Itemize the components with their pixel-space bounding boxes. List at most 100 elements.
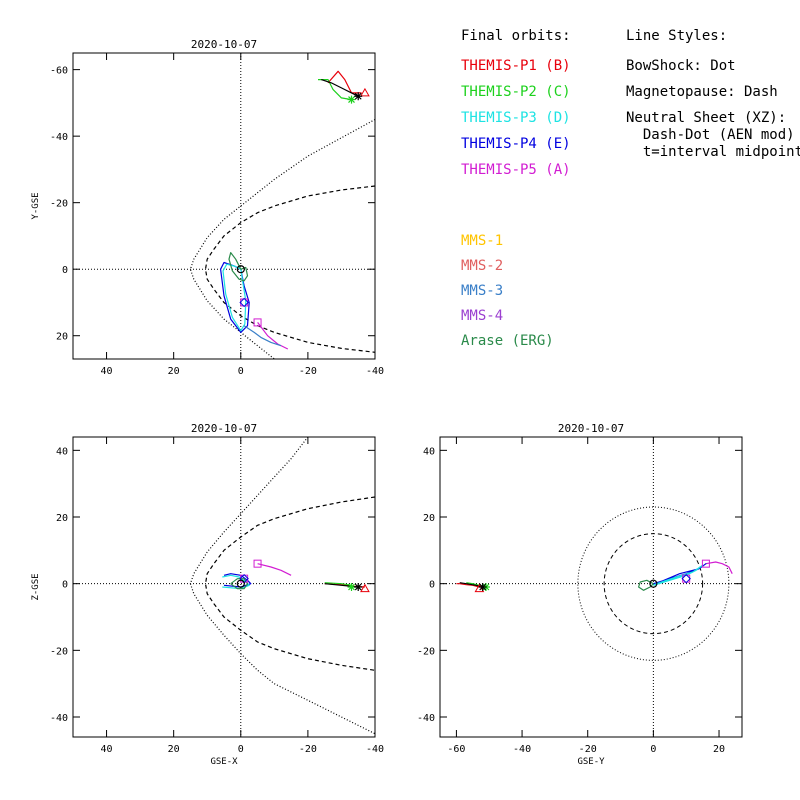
x-tick-label: -20: [299, 366, 317, 377]
chart-title: 2020-10-07: [191, 422, 257, 435]
bowshock-curve: [189, 437, 375, 735]
plot-body: [189, 437, 375, 735]
plot-frame: [72, 52, 376, 360]
orbit-track: [257, 322, 289, 350]
y-tick-label: 20: [56, 513, 68, 524]
orbit-track: [324, 582, 352, 586]
y-tick-label: -60: [50, 66, 68, 77]
orbit-end-square-marker: [253, 318, 262, 327]
orbit-end-star-marker: [347, 95, 356, 104]
x-tick-label: 0: [238, 744, 244, 755]
x-tick-label: -20: [299, 744, 317, 755]
x-tick-label: 0: [238, 366, 244, 377]
x-axis-label: GSE-Y: [577, 757, 605, 767]
legend-style-bowshock: BowShock: Dot: [626, 58, 736, 74]
orbit-end-star-marker: [347, 583, 356, 591]
chart-title: 2020-10-07: [191, 38, 257, 51]
x-axis-label: GSE-X: [210, 757, 238, 767]
y-tick-label: 20: [423, 513, 435, 524]
x-tick-label: 20: [713, 744, 725, 755]
legend-themis-p5: THEMIS-P5 (A): [461, 162, 571, 178]
styles-heading: Line Styles:: [626, 28, 727, 44]
orbit-track: [459, 582, 483, 588]
orbit-track: [637, 579, 654, 591]
plot-body: [189, 70, 375, 359]
legend-mms-3: MMS-3: [461, 283, 503, 299]
legend-mms-1: MMS-1: [461, 233, 503, 249]
orbit-end-diamond-marker: [239, 297, 249, 308]
x-tick-label: 40: [101, 744, 113, 755]
plot-frame: [72, 436, 376, 738]
orbit-track: [456, 583, 480, 588]
orbit-track: [228, 252, 249, 282]
y-axis-label: Y-GSE: [31, 192, 41, 219]
legend: Final orbits: Line Styles: THEMIS-P1 (B)…: [461, 28, 800, 349]
yz-orbit-panel: -60 -40 -20 0 20 -40 -20 0 20 40 2020-10-07 GSE-Y: [417, 422, 743, 767]
orbit-end-square-marker: [253, 559, 262, 568]
x-tick-label: -40: [366, 366, 384, 377]
orbit-track: [705, 561, 733, 574]
x-tick-label: -40: [366, 744, 384, 755]
magnetopause-curve: [603, 533, 704, 635]
orbit-end-triangle-marker: [360, 583, 370, 593]
x-tick-label: -20: [579, 744, 597, 755]
orbit-end-diamond-marker: [681, 573, 691, 584]
y-tick-label: 0: [62, 580, 68, 591]
y-axis-label: Z-GSE: [31, 573, 41, 600]
x-tick-label: 0: [650, 744, 656, 755]
orbits-heading: Final orbits:: [461, 28, 571, 44]
orbit-track: [243, 325, 282, 347]
earth-circle-marker: [236, 265, 245, 274]
y-tick-label: 0: [62, 265, 68, 276]
y-tick-label: 20: [56, 332, 68, 343]
orbit-end-triangle-marker: [360, 87, 370, 97]
bowshock-curve: [189, 118, 375, 359]
y-tick-label: 40: [423, 446, 435, 457]
x-tick-label: -40: [513, 744, 531, 755]
orbit-track: [653, 564, 704, 586]
bowshock-curve: [577, 506, 730, 661]
chart-title: 2020-10-07: [558, 422, 624, 435]
legend-themis-p3: THEMIS-P3 (D): [461, 110, 571, 126]
y-tick-label: -40: [417, 713, 435, 724]
legend-themis-p4: THEMIS-P4 (E): [461, 136, 571, 152]
earth-circle-marker: [649, 579, 658, 588]
legend-style-dashdot: Dash-Dot (AEN mod): [626, 127, 795, 143]
y-tick-label: 0: [429, 580, 435, 591]
orbit-track: [230, 578, 249, 590]
orbit-track: [653, 563, 707, 585]
y-tick-label: 40: [56, 446, 68, 457]
plot-frame: [439, 436, 743, 738]
legend-mms-4: MMS-4: [461, 308, 503, 324]
orbit-end-star-marker: [478, 583, 487, 591]
legend-style-midpoint: t=interval midpoint: [626, 144, 800, 160]
legend-themis-p2: THEMIS-P2 (C): [461, 84, 571, 100]
legend-mms-2: MMS-2: [461, 258, 503, 274]
earth-circle-marker: [236, 579, 245, 588]
legend-arase: Arase (ERG): [461, 333, 554, 349]
legend-style-neutral-sheet: Neutral Sheet (XZ):: [626, 110, 786, 126]
plot-body: [456, 506, 733, 661]
orbit-end-square-marker: [240, 298, 249, 307]
y-tick-label: -20: [50, 646, 68, 657]
y-tick-label: -40: [50, 713, 68, 724]
legend-style-magnetopause: Magnetopause: Dash: [626, 84, 778, 100]
orbit-track: [220, 261, 250, 333]
y-tick-label: -40: [50, 132, 68, 143]
orbit-end-star-marker: [354, 583, 363, 591]
orbit-end-square-marker: [701, 559, 710, 568]
y-tick-label: -20: [50, 199, 68, 210]
orbit-track: [321, 79, 359, 97]
y-tick-label: -20: [417, 646, 435, 657]
orbit-end-star-marker: [354, 92, 363, 101]
x-tick-label: -60: [447, 744, 465, 755]
orbit-track: [222, 263, 247, 332]
orbit-track: [318, 78, 352, 101]
x-tick-label: 40: [101, 366, 113, 377]
xy-orbit-panel: 40 20 0 -20 -40 20 0 -20 -40 -60 2020-10-07 Y-GSE: [31, 38, 384, 377]
orbit-track: [327, 70, 362, 94]
x-tick-label: 20: [168, 744, 180, 755]
orbit-track: [257, 563, 292, 576]
legend-themis-p1: THEMIS-P1 (B): [461, 58, 571, 74]
